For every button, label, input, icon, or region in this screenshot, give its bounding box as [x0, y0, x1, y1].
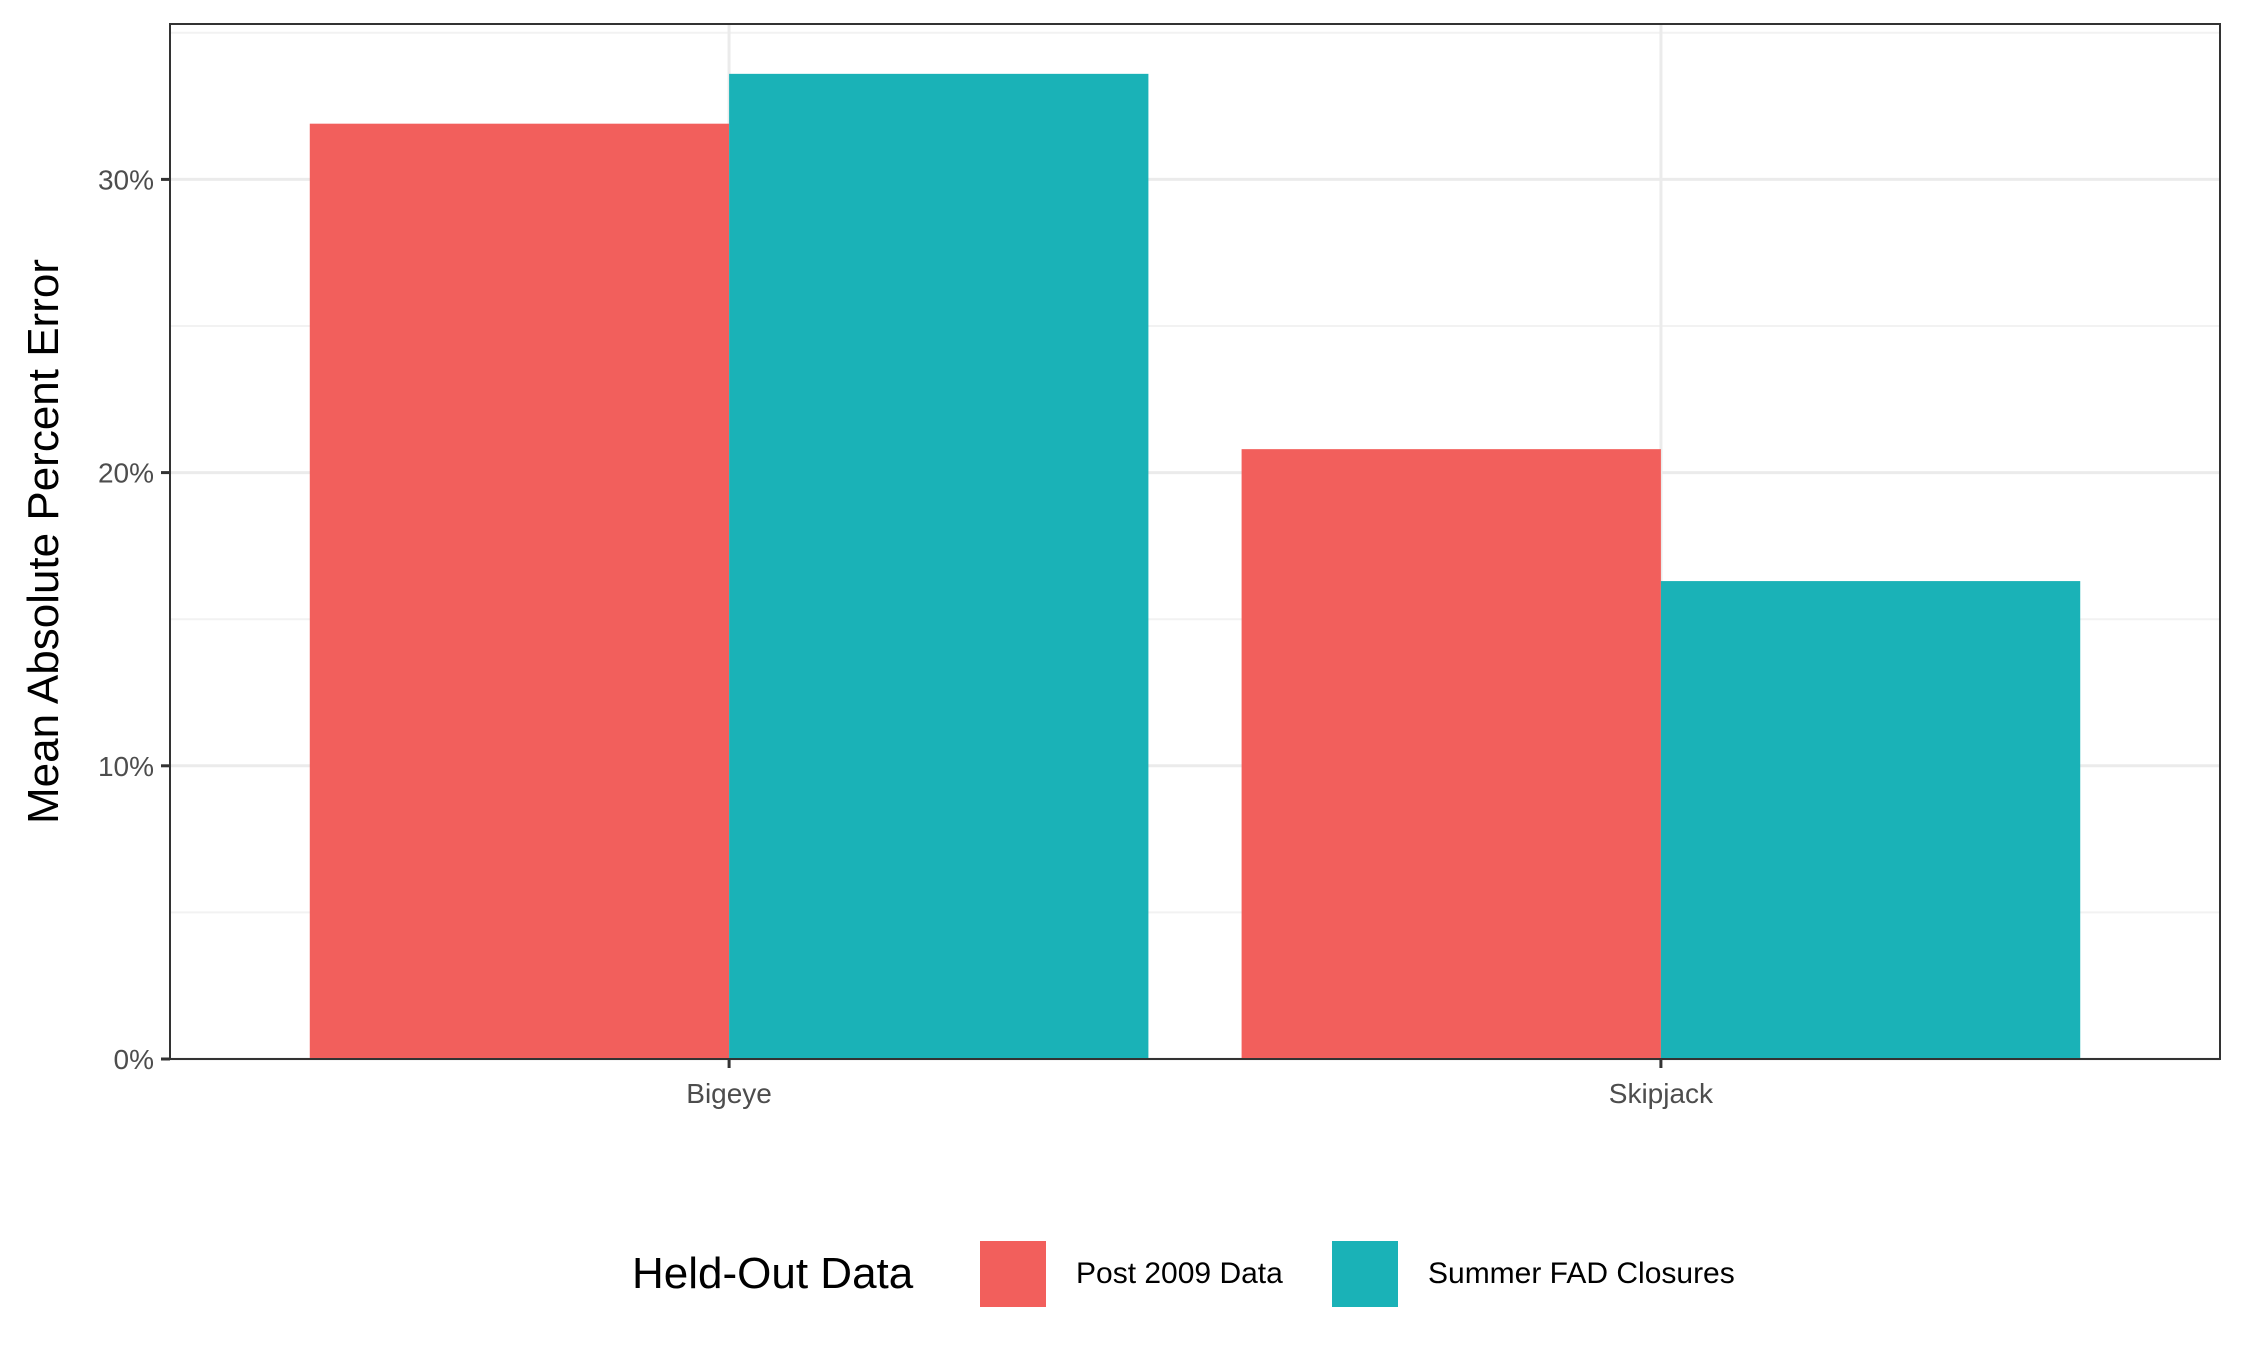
bar-bigeye-summer-fad-closures — [729, 73, 1149, 1060]
plot-border — [169, 23, 2221, 1060]
legend-label: Post 2009 Data — [1076, 1257, 1283, 1290]
bar-skipjack-post-2009-data — [1241, 449, 1661, 1060]
legend-title: Held-Out Data — [632, 1249, 914, 1298]
axes: 0% 10% 20% 30% Bigeye Skipjack — [98, 164, 1714, 1109]
bar-skipjack-summer-fad-closures — [1660, 581, 2081, 1059]
bar-bigeye-post-2009-data — [309, 123, 730, 1060]
legend: Held-Out Data Post 2009 Data Summer FAD C… — [632, 1241, 1735, 1307]
y-tick-label: 20% — [98, 458, 154, 489]
legend-key — [980, 1241, 1046, 1307]
y-tick-label: 30% — [98, 164, 154, 195]
legend-label: Summer FAD Closures — [1428, 1257, 1735, 1290]
x-tick-label: Skipjack — [1609, 1078, 1714, 1109]
legend-key — [1332, 1241, 1398, 1307]
y-tick-label: 10% — [98, 751, 154, 782]
y-axis-title: Mean Absolute Percent Error — [19, 259, 68, 824]
bars — [309, 73, 2081, 1060]
y-tick-label: 0% — [114, 1044, 154, 1075]
x-tick-label: Bigeye — [686, 1078, 772, 1109]
